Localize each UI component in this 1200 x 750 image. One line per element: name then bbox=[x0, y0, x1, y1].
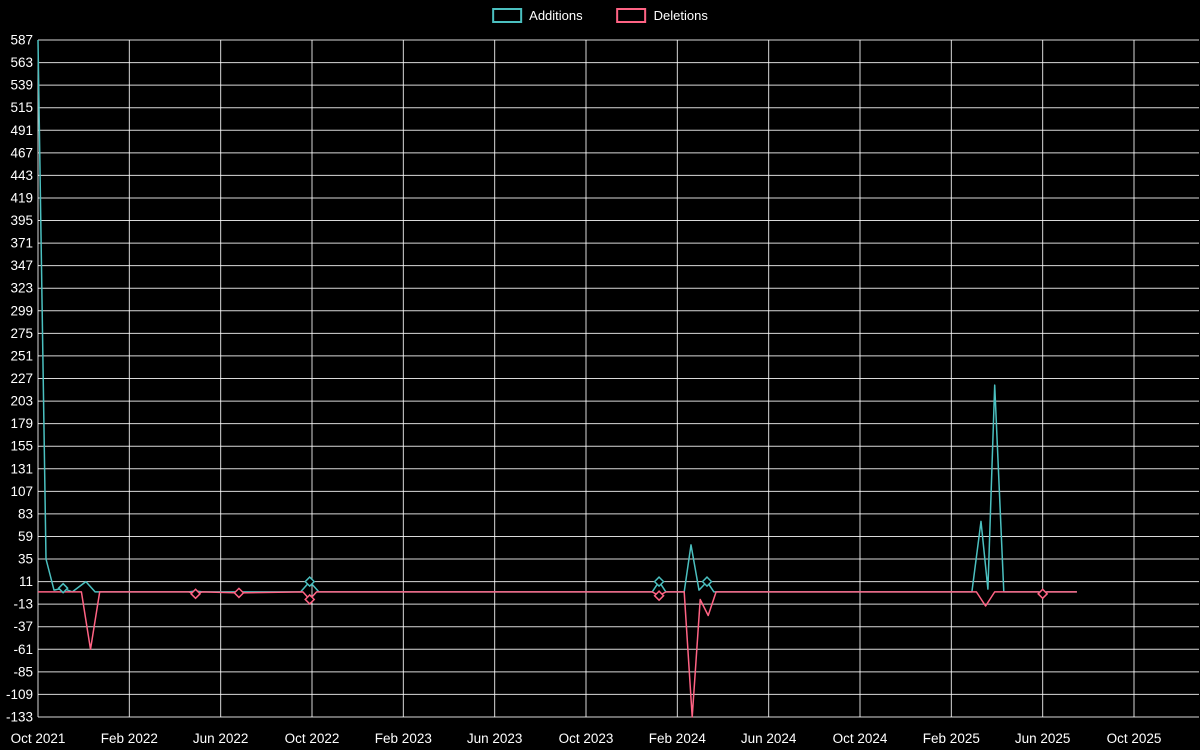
svg-text:539: 539 bbox=[10, 78, 33, 93]
svg-text:Feb 2024: Feb 2024 bbox=[649, 731, 707, 746]
svg-text:Feb 2025: Feb 2025 bbox=[923, 731, 980, 746]
y-axis-tick-labels: 587 563 539 515 491 467 443 419 395 371 347 323 299 2… bbox=[6, 33, 33, 725]
svg-text:Jun 2025: Jun 2025 bbox=[1015, 731, 1071, 746]
svg-text:107: 107 bbox=[10, 484, 33, 499]
svg-text:131: 131 bbox=[10, 461, 33, 476]
svg-text:59: 59 bbox=[18, 529, 33, 544]
x-axis-tick-labels: Oct 2021 Feb 2022 Jun 2022 Oct 2022 Feb 2023… bbox=[11, 731, 1162, 746]
svg-text:Oct 2021: Oct 2021 bbox=[11, 731, 66, 746]
svg-text:Oct 2024: Oct 2024 bbox=[833, 731, 888, 746]
svg-text:203: 203 bbox=[10, 394, 33, 409]
svg-text:587: 587 bbox=[10, 33, 33, 48]
svg-text:179: 179 bbox=[10, 416, 33, 431]
svg-text:155: 155 bbox=[10, 439, 33, 454]
svg-text:-133: -133 bbox=[6, 710, 33, 725]
svg-text:515: 515 bbox=[10, 100, 33, 115]
svg-text:11: 11 bbox=[19, 574, 33, 589]
svg-text:83: 83 bbox=[18, 506, 33, 521]
svg-text:347: 347 bbox=[10, 258, 33, 273]
svg-text:419: 419 bbox=[10, 190, 33, 205]
svg-text:Feb 2022: Feb 2022 bbox=[101, 731, 158, 746]
svg-text:Jun 2022: Jun 2022 bbox=[193, 731, 249, 746]
svg-text:371: 371 bbox=[10, 236, 33, 251]
svg-text:227: 227 bbox=[10, 371, 33, 386]
svg-text:299: 299 bbox=[10, 303, 33, 318]
svg-text:395: 395 bbox=[10, 213, 33, 228]
svg-text:Oct 2022: Oct 2022 bbox=[285, 731, 340, 746]
code-frequency-chart: 587 563 539 515 491 467 443 419 395 371 347 323 299 2… bbox=[0, 0, 1200, 750]
svg-text:-13: -13 bbox=[13, 597, 33, 612]
legend-label-additions: Additions bbox=[529, 8, 582, 23]
legend: Additions Deletions bbox=[492, 8, 708, 23]
svg-text:Feb 2023: Feb 2023 bbox=[375, 731, 432, 746]
svg-text:35: 35 bbox=[18, 552, 33, 567]
svg-text:491: 491 bbox=[10, 123, 33, 138]
gridlines bbox=[38, 40, 1199, 717]
svg-text:Oct 2025: Oct 2025 bbox=[1107, 731, 1162, 746]
svg-text:275: 275 bbox=[10, 326, 33, 341]
svg-text:Oct 2023: Oct 2023 bbox=[559, 731, 614, 746]
svg-text:-37: -37 bbox=[13, 619, 33, 634]
svg-text:-61: -61 bbox=[13, 642, 33, 657]
svg-text:-85: -85 bbox=[13, 664, 33, 679]
svg-text:Jun 2023: Jun 2023 bbox=[467, 731, 523, 746]
svg-text:467: 467 bbox=[10, 145, 33, 160]
deletions-swatch-icon bbox=[617, 8, 647, 23]
svg-text:251: 251 bbox=[10, 348, 33, 363]
svg-text:563: 563 bbox=[10, 55, 33, 70]
legend-item-additions[interactable]: Additions bbox=[492, 8, 582, 23]
legend-label-deletions: Deletions bbox=[654, 8, 708, 23]
legend-item-deletions[interactable]: Deletions bbox=[617, 8, 708, 23]
svg-text:Jun 2024: Jun 2024 bbox=[741, 731, 797, 746]
svg-text:323: 323 bbox=[10, 281, 33, 296]
svg-text:443: 443 bbox=[10, 168, 33, 183]
additions-swatch-icon bbox=[492, 8, 522, 23]
svg-text:-109: -109 bbox=[6, 687, 33, 702]
